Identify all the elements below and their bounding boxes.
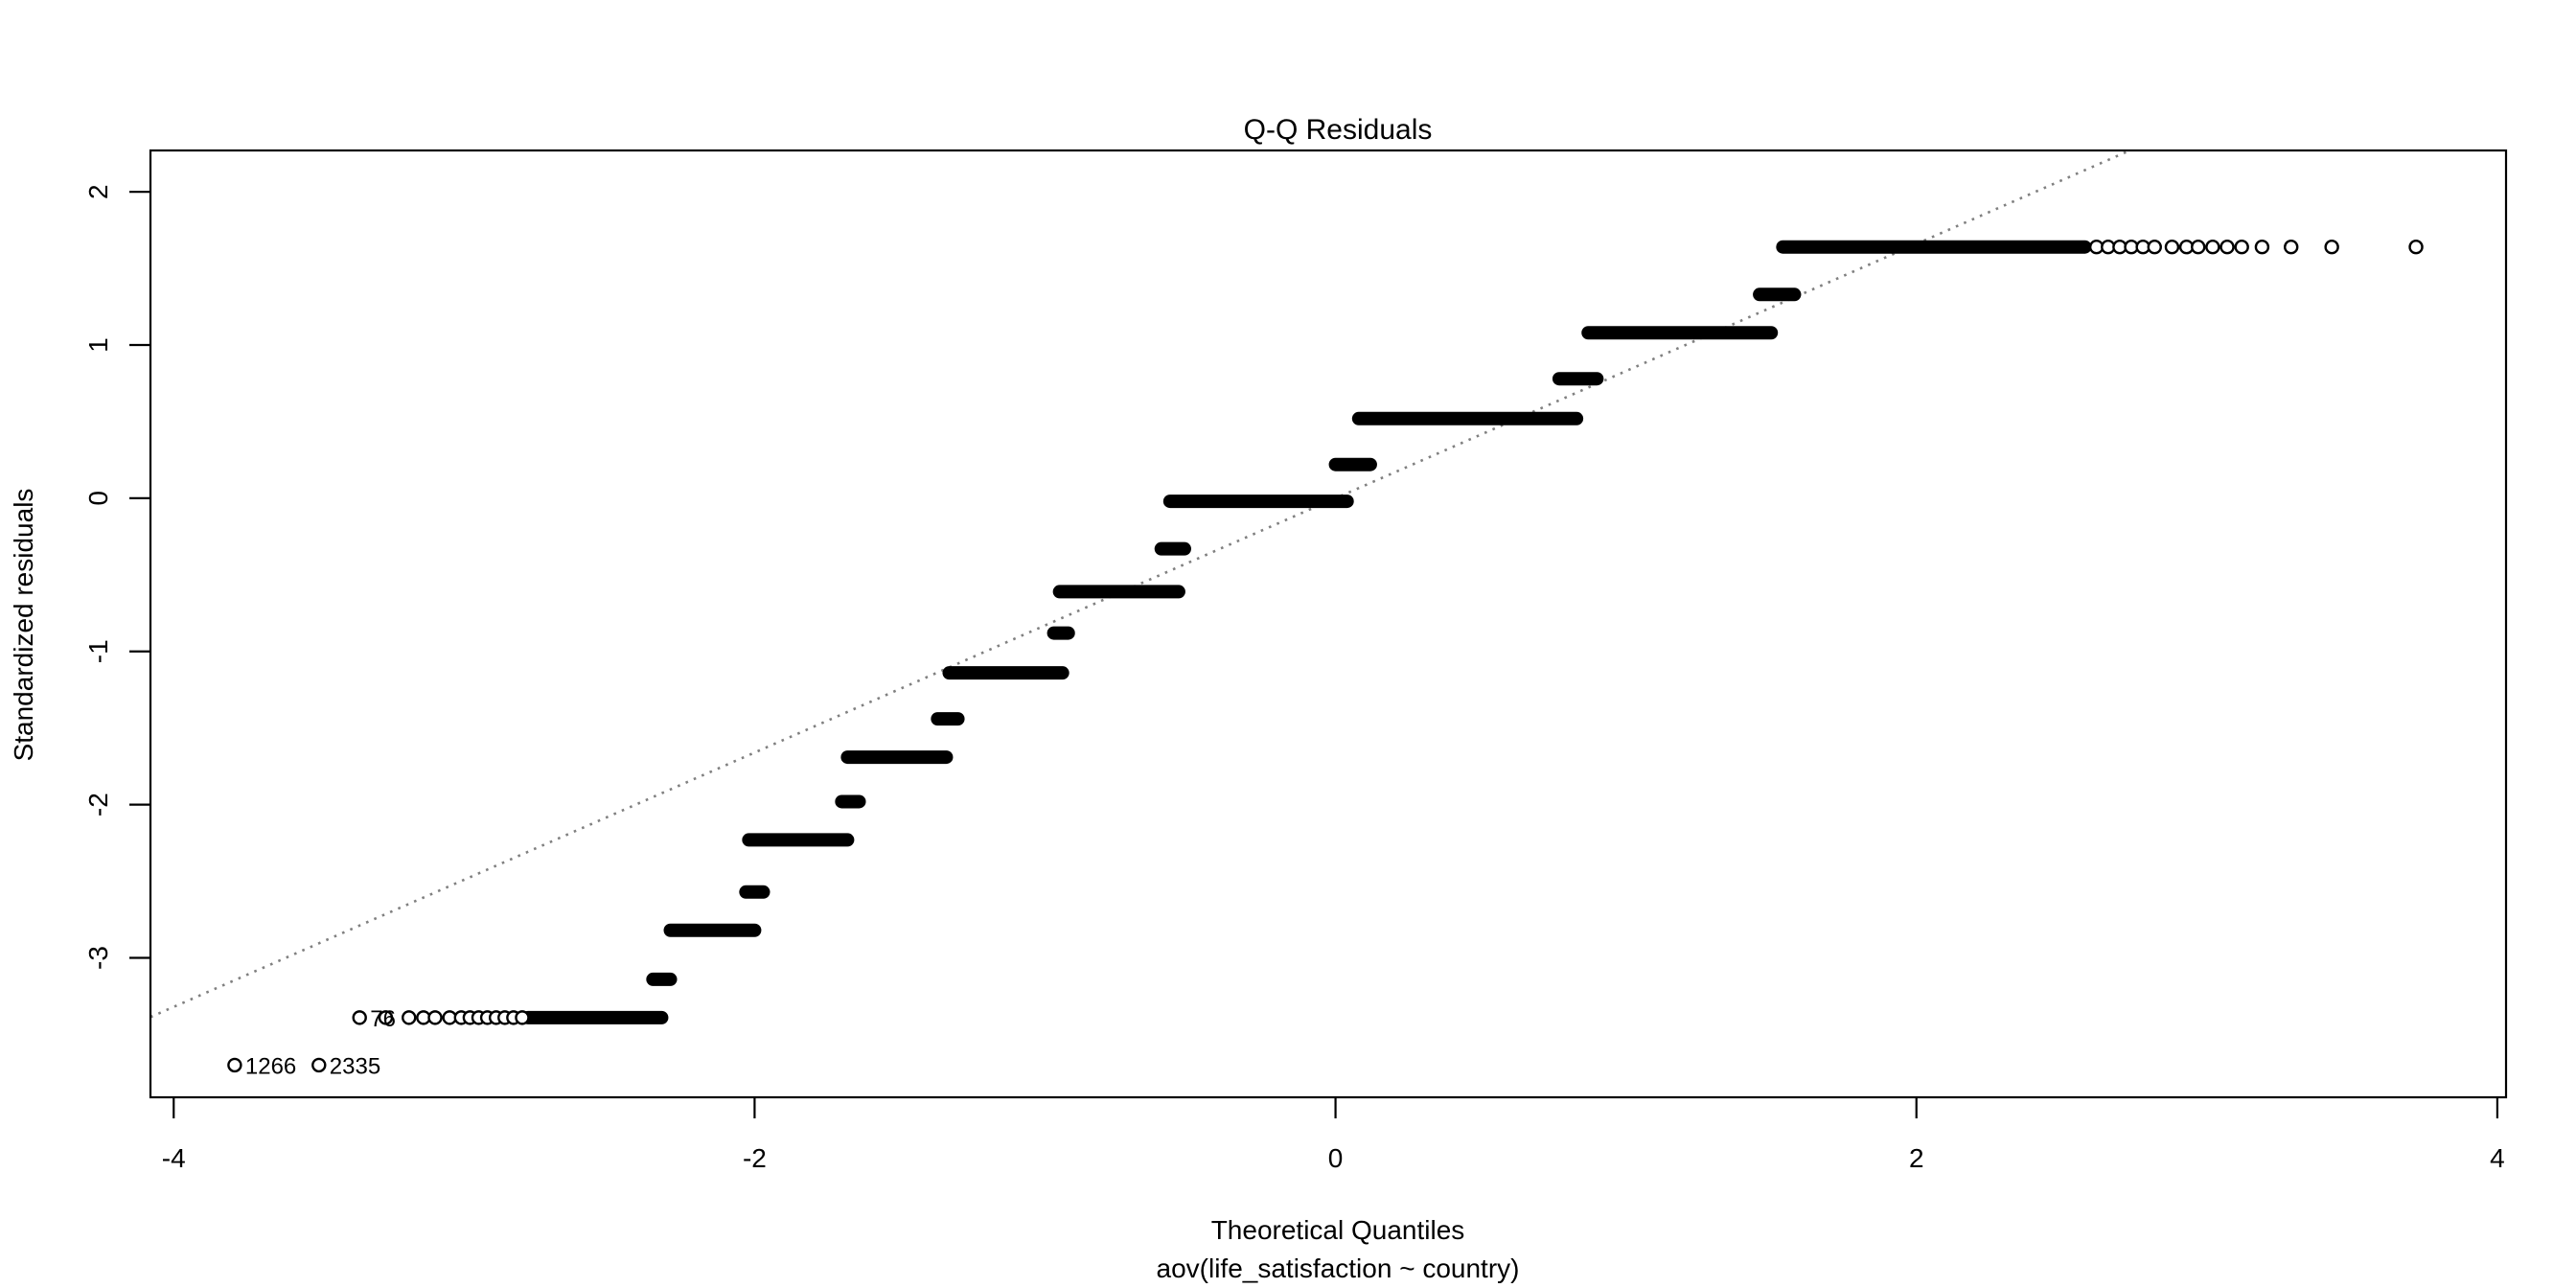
data-band [1581, 326, 1779, 340]
plot-frame [149, 149, 2508, 1099]
y-tick-label: -3 [83, 946, 113, 970]
data-band [1052, 585, 1185, 599]
x-axis-label: Theoretical Quantiles [1211, 1215, 1465, 1245]
y-tick-label: 0 [83, 491, 113, 506]
plot-content: 1266 2335 76 -4 -2 0 2 4 2 1 0 -1 -2 -3 [83, 149, 2508, 1173]
data-band [1776, 240, 2092, 254]
data-band [942, 666, 1070, 680]
x-tick-label: -4 [162, 1143, 186, 1173]
data-band [521, 1010, 669, 1024]
outlier-label: 1266 [245, 1053, 296, 1079]
data-point [2147, 240, 2162, 255]
qq-reference-line [150, 150, 2133, 1019]
data-point [2164, 240, 2180, 255]
y-tick-label: 2 [83, 184, 113, 199]
data-point [2408, 240, 2424, 255]
data-point [402, 1010, 417, 1025]
outlier-label: 76 [370, 1006, 396, 1032]
y-tick-label: -2 [83, 793, 113, 816]
data-point [2284, 240, 2299, 255]
chart-title: Q-Q Residuals [1244, 114, 1433, 146]
data-band [1046, 626, 1075, 640]
data-point [2205, 240, 2220, 255]
outlier-point [311, 1057, 327, 1073]
data-band [1328, 457, 1377, 472]
x-tick-label: 4 [2490, 1143, 2505, 1173]
x-tick-label: 0 [1328, 1143, 1344, 1173]
data-point [378, 1010, 394, 1025]
data-point [427, 1010, 443, 1025]
outlier-label: 2335 [330, 1053, 380, 1079]
data-band [646, 972, 678, 986]
data-point [2191, 240, 2206, 255]
data-band [1753, 288, 1802, 302]
data-band [835, 794, 866, 809]
data-point [2324, 240, 2339, 255]
data-point [2220, 240, 2235, 255]
data-band [742, 833, 855, 847]
outlier-point [352, 1010, 367, 1025]
data-band [1552, 372, 1604, 386]
data-band [931, 712, 965, 726]
data-band [1162, 494, 1354, 509]
data-band [663, 923, 762, 937]
data-band [840, 750, 954, 765]
y-tick-label: -1 [83, 639, 113, 663]
data-band [1154, 541, 1191, 556]
data-point [515, 1010, 530, 1025]
data-band [739, 885, 770, 899]
data-point [2254, 240, 2270, 255]
y-tick-label: 1 [83, 337, 113, 353]
model-subtitle: aov(life_satisfaction ~ country) [1157, 1254, 1520, 1283]
outlier-point [227, 1057, 242, 1073]
x-tick-label: 2 [1909, 1143, 1924, 1173]
y-axis-label: Standardized residuals [9, 489, 38, 762]
data-point [2234, 240, 2249, 255]
data-band [1351, 411, 1584, 426]
x-tick-label: -2 [743, 1143, 767, 1173]
